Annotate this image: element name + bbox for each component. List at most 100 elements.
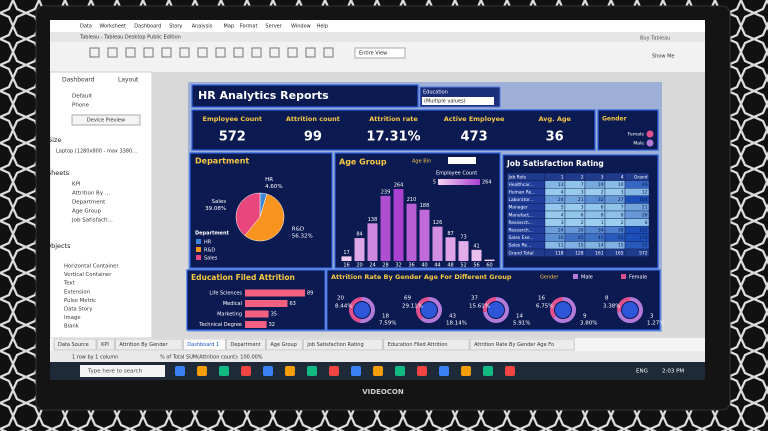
legend-swatch — [621, 274, 626, 279]
search-box[interactable] — [80, 365, 165, 377]
table-text: 161 — [595, 250, 604, 256]
sheet-tab-label[interactable]: Department — [230, 342, 260, 348]
donut-pct: 7.59% — [379, 321, 396, 327]
taskbar-icon[interactable] — [329, 366, 339, 376]
search-placeholder[interactable]: Type here to search — [87, 369, 143, 375]
taskbar-icon[interactable] — [351, 366, 361, 376]
taskbar-icon[interactable] — [417, 366, 427, 376]
table-text: Research... — [509, 228, 533, 234]
donut-segment — [552, 297, 576, 323]
education-bar — [245, 289, 305, 297]
table-text: 3 — [621, 190, 624, 196]
panel — [191, 109, 596, 151]
donut-pct: 8.44% — [335, 304, 352, 310]
object-item[interactable]: Pulse Metric — [64, 298, 96, 304]
menu-item[interactable]: Worksheet — [99, 24, 126, 30]
menu-item[interactable]: Server — [265, 24, 282, 30]
legend-swatch — [196, 239, 201, 244]
sheet-item[interactable]: Department — [72, 200, 106, 206]
table-text: 45 — [578, 235, 584, 241]
device-option[interactable]: Default — [72, 94, 93, 100]
menu-item[interactable]: Map — [224, 24, 235, 30]
show-me[interactable]: Show Me — [652, 54, 674, 60]
table-text: 55 — [618, 235, 624, 241]
device-option[interactable]: Phone — [72, 103, 90, 109]
menu-item[interactable]: Window — [291, 24, 311, 30]
filter-value[interactable]: (Multiple values) — [424, 99, 466, 105]
gender-legend-item: Male — [633, 141, 644, 147]
sheet-tab-label[interactable]: Age Group — [270, 342, 296, 348]
age-bar — [432, 226, 443, 261]
table-text: 12 — [642, 190, 648, 196]
sheet-tab-label[interactable]: Data Source — [58, 342, 89, 348]
sheet-tab[interactable] — [53, 338, 97, 351]
table-text: 8 — [645, 220, 648, 226]
object-item[interactable]: Vertical Container — [64, 272, 112, 278]
taskbar-icon[interactable] — [483, 366, 493, 376]
object-item[interactable]: Horizontal Container — [64, 264, 119, 270]
donut-pct: 6.75% — [536, 304, 553, 310]
toolbar-icon — [233, 47, 244, 58]
menu-item[interactable]: Story — [169, 24, 182, 30]
table-text: Grand Total — [509, 250, 534, 256]
table-text: 14 — [598, 243, 604, 249]
menu-item[interactable]: Data — [80, 24, 92, 30]
object-item[interactable]: Extension — [64, 289, 90, 295]
sidebar-tab[interactable]: Layout — [118, 77, 139, 84]
object-item[interactable]: Data Story — [64, 307, 92, 313]
taskbar-icon[interactable] — [197, 366, 207, 376]
donut-segment — [617, 297, 631, 312]
sheet-tab[interactable] — [114, 338, 183, 351]
toolbar-icon — [215, 47, 226, 58]
taskbar-icon[interactable] — [263, 366, 273, 376]
object-item[interactable]: Image — [64, 315, 81, 321]
sheet-item[interactable]: KPI — [72, 182, 81, 188]
sheet-tab-label[interactable]: Job Satisfaction Rating — [306, 342, 363, 348]
taskbar-icon[interactable] — [219, 366, 229, 376]
sidebar-tab[interactable]: Dashboard — [62, 77, 95, 84]
sheet-tab[interactable] — [265, 338, 303, 351]
menu-item[interactable]: Help — [317, 24, 328, 30]
taskbar-icon[interactable] — [505, 366, 515, 376]
taskbar-icon[interactable] — [307, 366, 317, 376]
table-text: 118 — [555, 250, 564, 256]
legend-ramp — [438, 179, 480, 185]
filter-dropdown[interactable] — [422, 97, 494, 105]
menu-item[interactable]: Dashboard — [134, 24, 161, 30]
sheet-tab[interactable] — [383, 338, 470, 351]
buy-link[interactable]: Buy Tableau — [640, 36, 670, 42]
legend-label: Male — [581, 275, 593, 281]
taskbar-icon[interactable] — [395, 366, 405, 376]
sheet-tab-label[interactable]: Education Filed Attrition — [388, 342, 448, 348]
bin-control[interactable] — [448, 157, 476, 164]
object-item[interactable]: Blank — [64, 324, 80, 330]
menu-item[interactable]: Format — [240, 24, 258, 30]
sheet-tab[interactable] — [225, 338, 266, 351]
sheet-tab-label[interactable]: Attrition Rate By Gender Age Fo — [474, 342, 554, 348]
object-item[interactable]: Text — [63, 281, 75, 287]
sheet-item[interactable]: Attrition By ... — [72, 191, 110, 197]
table-text: 175 — [639, 235, 648, 241]
device-preview-text[interactable]: Device Preview — [87, 118, 125, 124]
taskbar-icon[interactable] — [439, 366, 449, 376]
taskbar-icon[interactable] — [175, 366, 185, 376]
taskbar-icon[interactable] — [373, 366, 383, 376]
sheet-tab[interactable] — [182, 338, 226, 351]
donut-count: 14 — [516, 314, 523, 320]
sheet-tab-label[interactable]: Attrition By Gender — [119, 342, 168, 348]
sheet-item[interactable]: Job Satisfacti... — [71, 218, 113, 224]
legend-title: Employee Count — [436, 171, 477, 177]
table-text: 24 — [558, 228, 564, 234]
sheet-tab-label[interactable]: KPI — [101, 342, 109, 348]
taskbar-icon[interactable] — [285, 366, 295, 376]
sheet-tab[interactable] — [302, 338, 384, 351]
sheet-tab[interactable] — [96, 338, 115, 351]
sheet-item[interactable]: Age Group — [72, 209, 102, 215]
sheet-tab[interactable] — [469, 338, 575, 351]
menu-item[interactable]: Analysis — [192, 24, 213, 30]
sheet-tab-label[interactable]: Dashboard 1 — [187, 342, 219, 348]
age-bar — [380, 195, 391, 261]
device-preview-button[interactable] — [71, 114, 141, 126]
taskbar-icon[interactable] — [461, 366, 471, 376]
taskbar-icon[interactable] — [241, 366, 251, 376]
